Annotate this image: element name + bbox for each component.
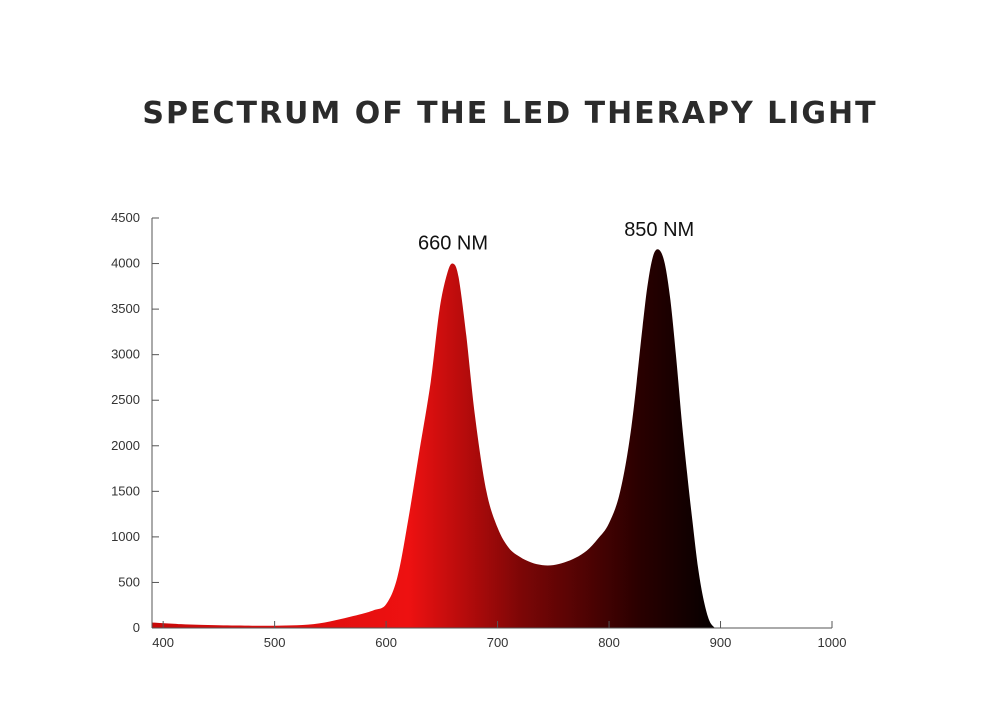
x-tick-label: 900 bbox=[710, 635, 732, 650]
y-tick-label: 500 bbox=[118, 574, 140, 589]
spectrum-area bbox=[152, 249, 715, 628]
x-tick-label: 800 bbox=[598, 635, 620, 650]
peak-label: 850 NM bbox=[624, 219, 694, 241]
x-tick-label: 400 bbox=[152, 635, 174, 650]
y-tick-label: 3000 bbox=[111, 347, 140, 362]
x-tick-label: 1000 bbox=[818, 635, 847, 650]
peak-label: 660 NM bbox=[418, 233, 488, 255]
y-tick-label: 4000 bbox=[111, 256, 140, 271]
x-tick-label: 700 bbox=[487, 635, 509, 650]
x-tick-label: 500 bbox=[264, 635, 286, 650]
x-tick-label: 600 bbox=[375, 635, 397, 650]
y-tick-label: 1000 bbox=[111, 529, 140, 544]
y-tick-label: 4500 bbox=[111, 210, 140, 225]
chart-title: SPECTRUM OF THE LED THERAPY LIGHT bbox=[142, 96, 878, 131]
y-tick-label: 2000 bbox=[111, 438, 140, 453]
y-tick-label: 0 bbox=[133, 620, 140, 635]
y-tick-label: 3500 bbox=[111, 301, 140, 316]
y-tick-label: 1500 bbox=[111, 483, 140, 498]
y-tick-label: 2500 bbox=[111, 392, 140, 407]
